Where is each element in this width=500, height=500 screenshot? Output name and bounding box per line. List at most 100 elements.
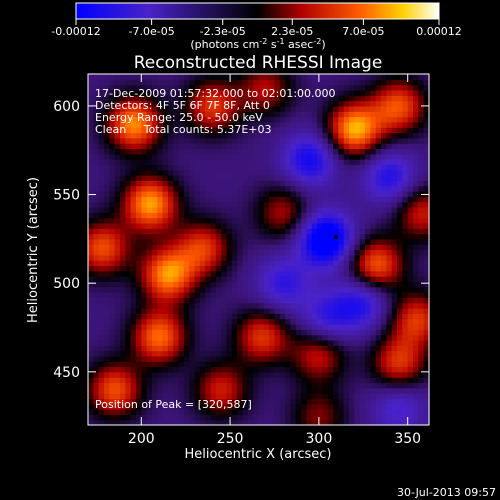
heatmap-cell — [178, 339, 185, 346]
heatmap-cell — [247, 180, 254, 187]
heatmap-cell — [407, 244, 414, 251]
heatmap-cell — [189, 297, 196, 304]
heatmap-cell — [391, 159, 398, 166]
heatmap-cell — [285, 292, 292, 298]
heatmap-cell — [167, 244, 174, 251]
heatmap-cell — [135, 371, 142, 378]
heatmap-cell — [301, 350, 308, 357]
heatmap-cell — [317, 132, 324, 139]
heatmap-cell — [354, 89, 361, 96]
heatmap-cell — [295, 254, 302, 261]
info-energy-range: Energy Range: 25.0 - 50.0 keV — [95, 111, 263, 124]
heatmap-cell — [423, 265, 430, 272]
heatmap-cell — [359, 281, 366, 288]
heatmap-cell — [125, 276, 132, 283]
heatmap-cell — [253, 244, 260, 251]
heatmap-cell — [205, 100, 212, 107]
heatmap-cell — [397, 339, 403, 346]
heatmap-cell — [151, 308, 158, 314]
heatmap-cell — [135, 74, 142, 80]
heatmap-cell — [418, 260, 425, 267]
heatmap-cell — [402, 302, 409, 309]
heatmap-cell — [130, 393, 137, 400]
heatmap-cell — [317, 286, 324, 293]
heatmap-cell — [231, 254, 238, 261]
heatmap-cell — [151, 233, 158, 240]
heatmap-cell — [306, 323, 313, 330]
heatmap-cell — [407, 414, 414, 421]
heatmap-cell — [295, 217, 302, 224]
heatmap-cell — [386, 121, 393, 128]
heatmap-cell — [397, 382, 403, 389]
heatmap-cell — [146, 196, 153, 203]
heatmap-cell — [354, 164, 361, 171]
heatmap-cell — [306, 228, 313, 235]
heatmap-cell — [162, 323, 169, 330]
heatmap-cell — [135, 249, 142, 256]
heatmap-cell — [311, 318, 318, 325]
heatmap-cell — [391, 361, 398, 368]
heatmap-cell — [125, 377, 132, 384]
heatmap-cell — [199, 164, 206, 171]
heatmap-cell — [226, 323, 233, 330]
heatmap-cell — [242, 74, 249, 80]
heatmap-cell — [125, 361, 132, 368]
heatmap-cell — [88, 355, 94, 362]
heatmap-cell — [418, 345, 425, 352]
heatmap-cell — [167, 249, 174, 256]
heatmap-cell — [183, 84, 190, 91]
heatmap-cell — [386, 169, 393, 176]
heatmap-cell — [242, 329, 249, 336]
heatmap-cell — [173, 175, 180, 181]
heatmap-cell — [231, 159, 238, 166]
heatmap-cell — [274, 95, 281, 102]
heatmap-cell — [370, 419, 377, 426]
heatmap-cell — [407, 169, 414, 176]
heatmap-cell — [226, 143, 233, 150]
heatmap-cell — [338, 137, 345, 144]
heatmap-cell — [370, 350, 377, 357]
heatmap-cell — [269, 334, 276, 341]
heatmap-cell — [141, 382, 148, 389]
heatmap-cell — [418, 233, 425, 240]
heatmap-cell — [125, 387, 132, 394]
heatmap-cell — [333, 169, 340, 176]
heatmap-cell — [173, 387, 180, 394]
heatmap-cell — [365, 201, 371, 208]
heatmap-cell — [311, 345, 318, 352]
heatmap-cell — [194, 371, 201, 378]
heatmap-cell — [98, 260, 105, 267]
heatmap-cell — [98, 233, 105, 240]
heatmap-cell — [173, 276, 180, 283]
heatmap-cell — [114, 409, 121, 415]
heatmap-cell — [407, 84, 414, 91]
heatmap-cell — [274, 196, 281, 203]
heatmap-cell — [98, 276, 105, 283]
heatmap-cell — [178, 334, 185, 341]
heatmap-cell — [274, 222, 281, 229]
heatmap-cell — [130, 233, 137, 240]
heatmap-cell — [263, 111, 270, 118]
heatmap-cell — [413, 89, 419, 96]
heatmap-cell — [375, 387, 382, 394]
heatmap-cell — [418, 169, 425, 176]
heatmap-cell — [258, 286, 265, 293]
heatmap-cell — [210, 212, 217, 219]
heatmap-cell — [194, 403, 201, 410]
heatmap-cell — [349, 164, 356, 171]
heatmap-cell — [135, 382, 142, 389]
heatmap-cell — [114, 276, 121, 283]
heatmap-cell — [210, 249, 217, 256]
heatmap-cell — [88, 265, 94, 272]
heatmap-cell — [418, 355, 425, 362]
heatmap-cell — [162, 270, 169, 277]
heatmap-cell — [189, 238, 196, 245]
heatmap-cell — [279, 79, 286, 86]
heatmap-cell — [359, 84, 366, 91]
heatmap-cell — [135, 121, 142, 128]
heatmap-cell — [322, 323, 329, 330]
heatmap-cell — [88, 339, 94, 346]
heatmap-cell — [381, 260, 387, 267]
heatmap-cell — [301, 153, 308, 160]
heatmap-cell — [194, 153, 201, 160]
